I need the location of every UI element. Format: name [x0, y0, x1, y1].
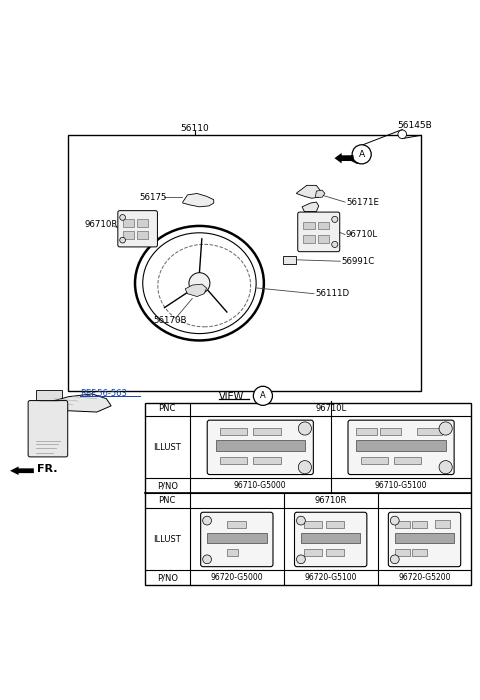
Circle shape — [120, 237, 125, 243]
Bar — [412, 550, 427, 556]
Circle shape — [203, 516, 212, 525]
Bar — [123, 219, 134, 227]
Polygon shape — [302, 202, 319, 211]
Bar — [283, 256, 296, 264]
Bar — [435, 520, 450, 528]
Text: FR.: FR. — [37, 464, 58, 475]
Text: 96720-G5200: 96720-G5200 — [398, 573, 451, 582]
Text: 56991C: 56991C — [341, 257, 374, 266]
Text: P/NO: P/NO — [157, 573, 178, 582]
Bar — [357, 428, 377, 435]
Bar — [301, 533, 360, 543]
Text: PNC: PNC — [158, 496, 176, 505]
Bar — [144, 403, 471, 584]
Text: VIEW: VIEW — [219, 392, 244, 402]
Text: 96710L: 96710L — [346, 230, 378, 239]
Polygon shape — [185, 284, 206, 297]
Bar — [123, 232, 134, 239]
Circle shape — [253, 386, 273, 405]
Circle shape — [390, 555, 399, 564]
Text: 56145B: 56145B — [397, 121, 432, 130]
Polygon shape — [315, 190, 325, 197]
Circle shape — [120, 215, 125, 220]
Bar — [304, 521, 322, 528]
Bar — [220, 457, 247, 464]
Bar — [253, 428, 280, 435]
Bar — [228, 550, 238, 556]
Text: 96710R: 96710R — [314, 496, 347, 505]
FancyArrow shape — [10, 466, 34, 475]
Bar — [303, 234, 315, 243]
Text: A: A — [260, 391, 266, 400]
Bar — [357, 440, 445, 452]
FancyBboxPatch shape — [388, 512, 461, 567]
Text: PNC: PNC — [158, 404, 176, 413]
Circle shape — [398, 130, 407, 139]
Circle shape — [439, 461, 452, 474]
Bar — [395, 550, 409, 556]
Text: REF.56-563: REF.56-563 — [80, 389, 127, 398]
Circle shape — [390, 516, 399, 525]
Bar — [220, 428, 247, 435]
FancyBboxPatch shape — [348, 420, 454, 475]
Text: 96710-G5100: 96710-G5100 — [375, 481, 427, 490]
Bar — [303, 221, 315, 230]
FancyArrow shape — [335, 153, 354, 163]
Polygon shape — [183, 193, 214, 206]
Circle shape — [352, 145, 371, 164]
Polygon shape — [296, 186, 321, 198]
Circle shape — [332, 241, 338, 248]
Bar — [417, 428, 442, 435]
FancyBboxPatch shape — [118, 211, 157, 247]
Bar — [68, 135, 421, 391]
Bar — [360, 457, 388, 464]
Circle shape — [439, 422, 452, 435]
FancyBboxPatch shape — [28, 400, 68, 457]
Bar — [326, 550, 344, 556]
Bar — [395, 533, 454, 543]
Bar — [318, 234, 329, 243]
Bar — [36, 390, 62, 403]
Bar — [253, 457, 280, 464]
Bar — [228, 521, 246, 528]
Bar — [216, 440, 305, 452]
Text: 96720-G5000: 96720-G5000 — [211, 573, 263, 582]
Text: 96710-G5000: 96710-G5000 — [234, 481, 287, 490]
Text: ILLUST: ILLUST — [153, 535, 181, 544]
Circle shape — [297, 516, 305, 525]
Circle shape — [298, 461, 312, 474]
FancyBboxPatch shape — [207, 420, 313, 475]
Circle shape — [297, 555, 305, 564]
Polygon shape — [44, 394, 111, 412]
Circle shape — [203, 555, 212, 564]
Bar — [207, 533, 266, 543]
Circle shape — [332, 216, 338, 223]
Text: 56111D: 56111D — [315, 289, 349, 298]
Bar — [380, 428, 401, 435]
Text: ILLUST: ILLUST — [153, 443, 181, 452]
Text: 56175: 56175 — [140, 193, 168, 202]
FancyBboxPatch shape — [298, 212, 340, 252]
Bar — [394, 457, 421, 464]
Text: 56171E: 56171E — [346, 197, 379, 206]
Circle shape — [189, 273, 210, 294]
Bar — [412, 521, 427, 528]
Bar — [326, 521, 344, 528]
Text: 96720-G5100: 96720-G5100 — [304, 573, 357, 582]
Text: 56110: 56110 — [180, 124, 209, 132]
Text: 56170B: 56170B — [153, 316, 187, 325]
Bar — [137, 232, 148, 239]
Text: A: A — [359, 150, 365, 159]
FancyBboxPatch shape — [295, 512, 367, 567]
Bar — [395, 521, 409, 528]
Bar — [137, 219, 148, 227]
Bar — [304, 550, 322, 556]
Bar — [318, 221, 329, 230]
Text: 96710R: 96710R — [85, 220, 118, 230]
Text: 96710L: 96710L — [315, 404, 346, 413]
Text: P/NO: P/NO — [157, 481, 178, 490]
FancyBboxPatch shape — [201, 512, 273, 567]
Circle shape — [298, 422, 312, 435]
